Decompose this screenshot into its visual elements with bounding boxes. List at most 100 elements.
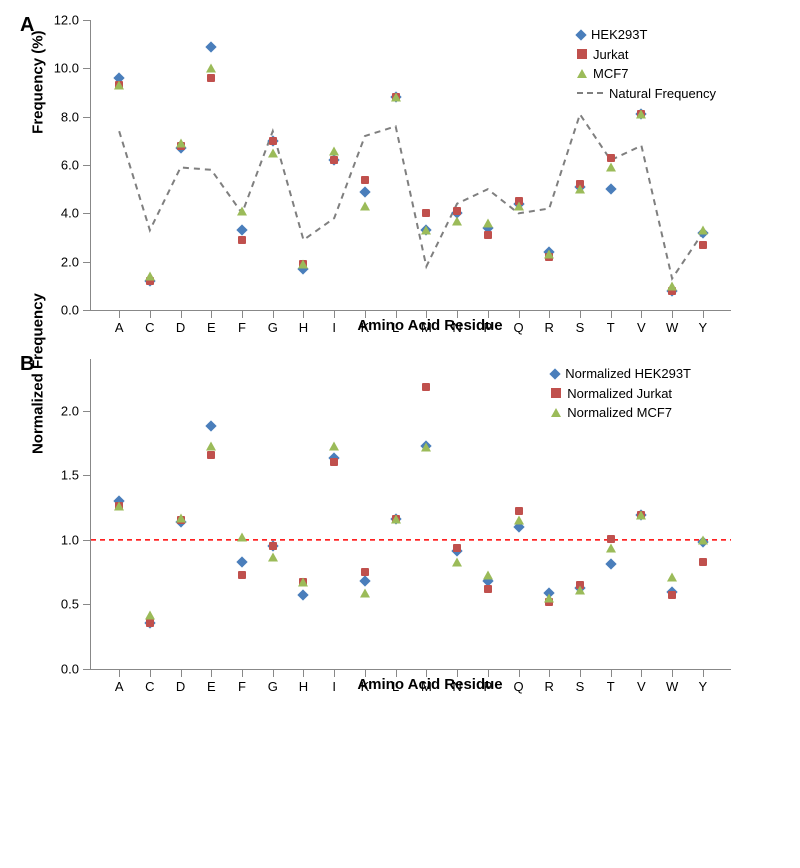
x-tick-label: L — [392, 320, 399, 335]
data-point — [298, 260, 308, 269]
x-tick-label: V — [637, 320, 646, 335]
x-tick-label: I — [332, 679, 336, 694]
legend-swatch — [550, 368, 561, 379]
x-tick-label: F — [238, 679, 246, 694]
data-point — [698, 535, 708, 544]
data-point — [668, 591, 676, 599]
data-point — [421, 226, 431, 235]
legend-label: MCF7 — [593, 64, 628, 84]
data-point — [269, 542, 277, 550]
data-point — [698, 226, 708, 235]
x-tick — [672, 669, 673, 677]
x-tick — [672, 310, 673, 318]
x-tick — [396, 669, 397, 677]
data-point — [176, 139, 186, 148]
data-point — [360, 588, 370, 597]
x-tick-label: S — [576, 320, 585, 335]
y-tick-label: 1.5 — [61, 468, 79, 483]
x-tick — [334, 310, 335, 318]
data-point — [114, 81, 124, 90]
x-tick-label: P — [483, 679, 492, 694]
x-tick-label: D — [176, 679, 185, 694]
x-tick-label: H — [299, 320, 308, 335]
x-tick — [549, 669, 550, 677]
x-tick-label: D — [176, 320, 185, 335]
x-tick-label: N — [452, 320, 461, 335]
x-tick — [303, 669, 304, 677]
y-tick-label: 4.0 — [61, 206, 79, 221]
legend-label: Normalized Jurkat — [567, 384, 672, 404]
data-point — [453, 544, 461, 552]
data-point — [238, 571, 246, 579]
y-tick — [83, 669, 91, 670]
data-point — [422, 209, 430, 217]
data-point — [453, 207, 461, 215]
x-tick — [119, 669, 120, 677]
x-tick — [181, 669, 182, 677]
x-tick-label: Y — [698, 679, 707, 694]
y-tick-label: 1.0 — [61, 532, 79, 547]
data-point — [237, 206, 247, 215]
data-point — [544, 250, 554, 259]
x-tick — [641, 669, 642, 677]
data-point — [484, 231, 492, 239]
x-tick — [549, 310, 550, 318]
legend-item: Normalized Jurkat — [551, 384, 691, 404]
x-tick — [334, 669, 335, 677]
y-tick-label: 0.0 — [61, 662, 79, 677]
x-tick — [457, 310, 458, 318]
x-tick — [611, 310, 612, 318]
x-tick — [580, 669, 581, 677]
x-tick-label: C — [145, 679, 154, 694]
panel-a-plot-area: 0.02.04.06.08.010.012.0ACDEFGHIKLMNPQRST… — [90, 20, 731, 311]
x-tick-label: H — [299, 679, 308, 694]
panel-b-plot-area: 0.00.51.01.52.0ACDEFGHIKLMNPQRSTVWYNorma… — [90, 359, 731, 670]
data-point — [207, 74, 215, 82]
x-tick — [273, 310, 274, 318]
data-point — [607, 535, 615, 543]
data-point — [544, 593, 554, 602]
panel-a-ylabel: Frequency (%) — [30, 30, 47, 133]
y-tick-label: 8.0 — [61, 109, 79, 124]
x-tick — [396, 310, 397, 318]
x-tick-label: Y — [698, 320, 707, 335]
x-tick-label: Q — [513, 679, 523, 694]
data-point — [606, 163, 616, 172]
data-point — [269, 137, 277, 145]
x-tick — [242, 310, 243, 318]
legend: HEK293TJurkatMCF7Natural Frequency — [577, 25, 716, 103]
x-tick-label: W — [666, 320, 678, 335]
data-point — [146, 619, 154, 627]
x-tick — [426, 669, 427, 677]
data-point — [329, 441, 339, 450]
x-tick — [703, 669, 704, 677]
x-tick-label: Q — [513, 320, 523, 335]
x-tick-label: P — [483, 320, 492, 335]
panel-b-chart: Normalized Frequency 0.00.51.01.52.0ACDE… — [90, 359, 770, 693]
data-point — [452, 216, 462, 225]
data-point — [514, 516, 524, 525]
data-point — [515, 507, 523, 515]
legend-item: HEK293T — [577, 25, 716, 45]
legend-label: Normalized HEK293T — [565, 364, 691, 384]
y-tick-label: 0.5 — [61, 597, 79, 612]
x-tick — [488, 310, 489, 318]
y-tick-label: 2.0 — [61, 403, 79, 418]
data-point — [699, 558, 707, 566]
x-tick — [580, 310, 581, 318]
data-point — [607, 154, 615, 162]
x-tick-label: G — [268, 679, 278, 694]
data-point — [361, 176, 369, 184]
x-tick-label: F — [238, 320, 246, 335]
y-tick — [83, 165, 91, 166]
legend-label: HEK293T — [591, 25, 647, 45]
data-point — [145, 272, 155, 281]
data-point — [145, 610, 155, 619]
x-tick — [181, 310, 182, 318]
data-point — [699, 241, 707, 249]
x-tick-label: E — [207, 320, 216, 335]
y-tick-label: 6.0 — [61, 158, 79, 173]
x-tick-label: V — [637, 679, 646, 694]
legend-item: Normalized HEK293T — [551, 364, 691, 384]
x-tick — [242, 669, 243, 677]
